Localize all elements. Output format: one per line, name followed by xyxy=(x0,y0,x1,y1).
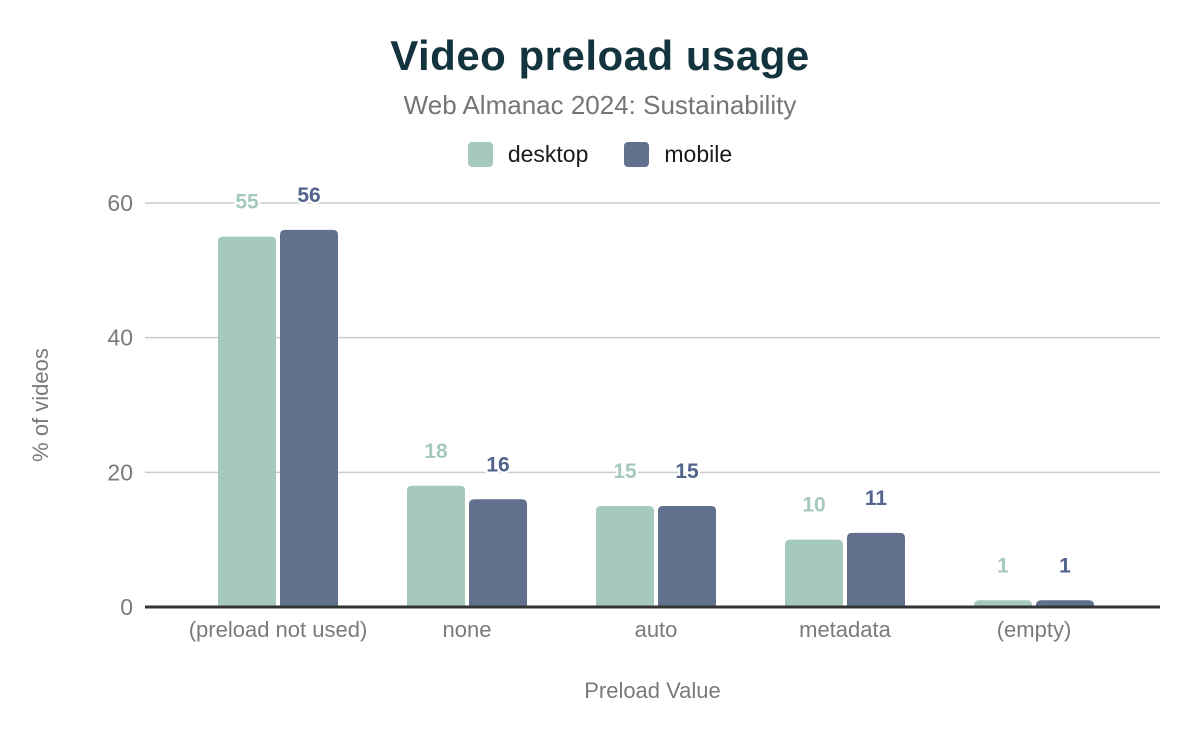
bar-mobile-(empty) xyxy=(1036,600,1094,607)
value-label-mobile: 16 xyxy=(486,453,509,476)
value-label-mobile: 56 xyxy=(297,184,320,207)
value-label-desktop: 18 xyxy=(424,440,448,463)
x-tick-label: (preload not used) xyxy=(189,617,368,642)
x-axis-title: Preload Value xyxy=(584,678,721,703)
value-label-desktop: 1 xyxy=(997,554,1009,577)
y-tick-label: 20 xyxy=(107,459,133,485)
mobile-legend-swatch xyxy=(624,142,650,167)
bar-desktop-(preload not used) xyxy=(218,236,276,607)
legend-item-desktop: desktop xyxy=(467,141,589,168)
x-tick-label: none xyxy=(443,617,492,642)
y-tick-label: 0 xyxy=(120,594,133,620)
legend: desktop mobile xyxy=(0,141,1200,168)
value-label-desktop: 55 xyxy=(235,191,259,214)
x-tick-label: metadata xyxy=(799,617,891,642)
y-axis-title: % of videos xyxy=(28,348,53,462)
bar-desktop-metadata xyxy=(785,539,843,607)
x-tick-label: auto xyxy=(635,617,678,642)
bar-mobile-auto xyxy=(658,506,716,607)
bar-desktop-auto xyxy=(596,506,654,607)
bar-mobile-metadata xyxy=(847,532,905,607)
value-label-mobile: 1 xyxy=(1059,554,1071,577)
y-tick-label: 60 xyxy=(107,190,133,216)
value-label-desktop: 10 xyxy=(802,494,825,517)
bar-desktop-none xyxy=(407,485,465,607)
x-tick-label: (empty) xyxy=(997,617,1072,642)
y-tick-label: 40 xyxy=(107,325,133,351)
chart-title: Video preload usage xyxy=(390,32,810,79)
chart-subtitle: Web Almanac 2024: Sustainability xyxy=(403,90,797,120)
value-label-mobile: 11 xyxy=(865,487,888,510)
bar-mobile-none xyxy=(469,499,527,607)
value-label-mobile: 15 xyxy=(675,460,699,483)
legend-label-desktop: desktop xyxy=(507,141,589,167)
bar-mobile-(preload not used) xyxy=(280,229,338,607)
value-label-desktop: 15 xyxy=(613,460,637,483)
desktop-legend-swatch xyxy=(467,142,493,167)
bar-desktop-(empty) xyxy=(974,600,1032,607)
legend-item-mobile: mobile xyxy=(624,141,732,168)
legend-label-mobile: mobile xyxy=(664,141,733,167)
